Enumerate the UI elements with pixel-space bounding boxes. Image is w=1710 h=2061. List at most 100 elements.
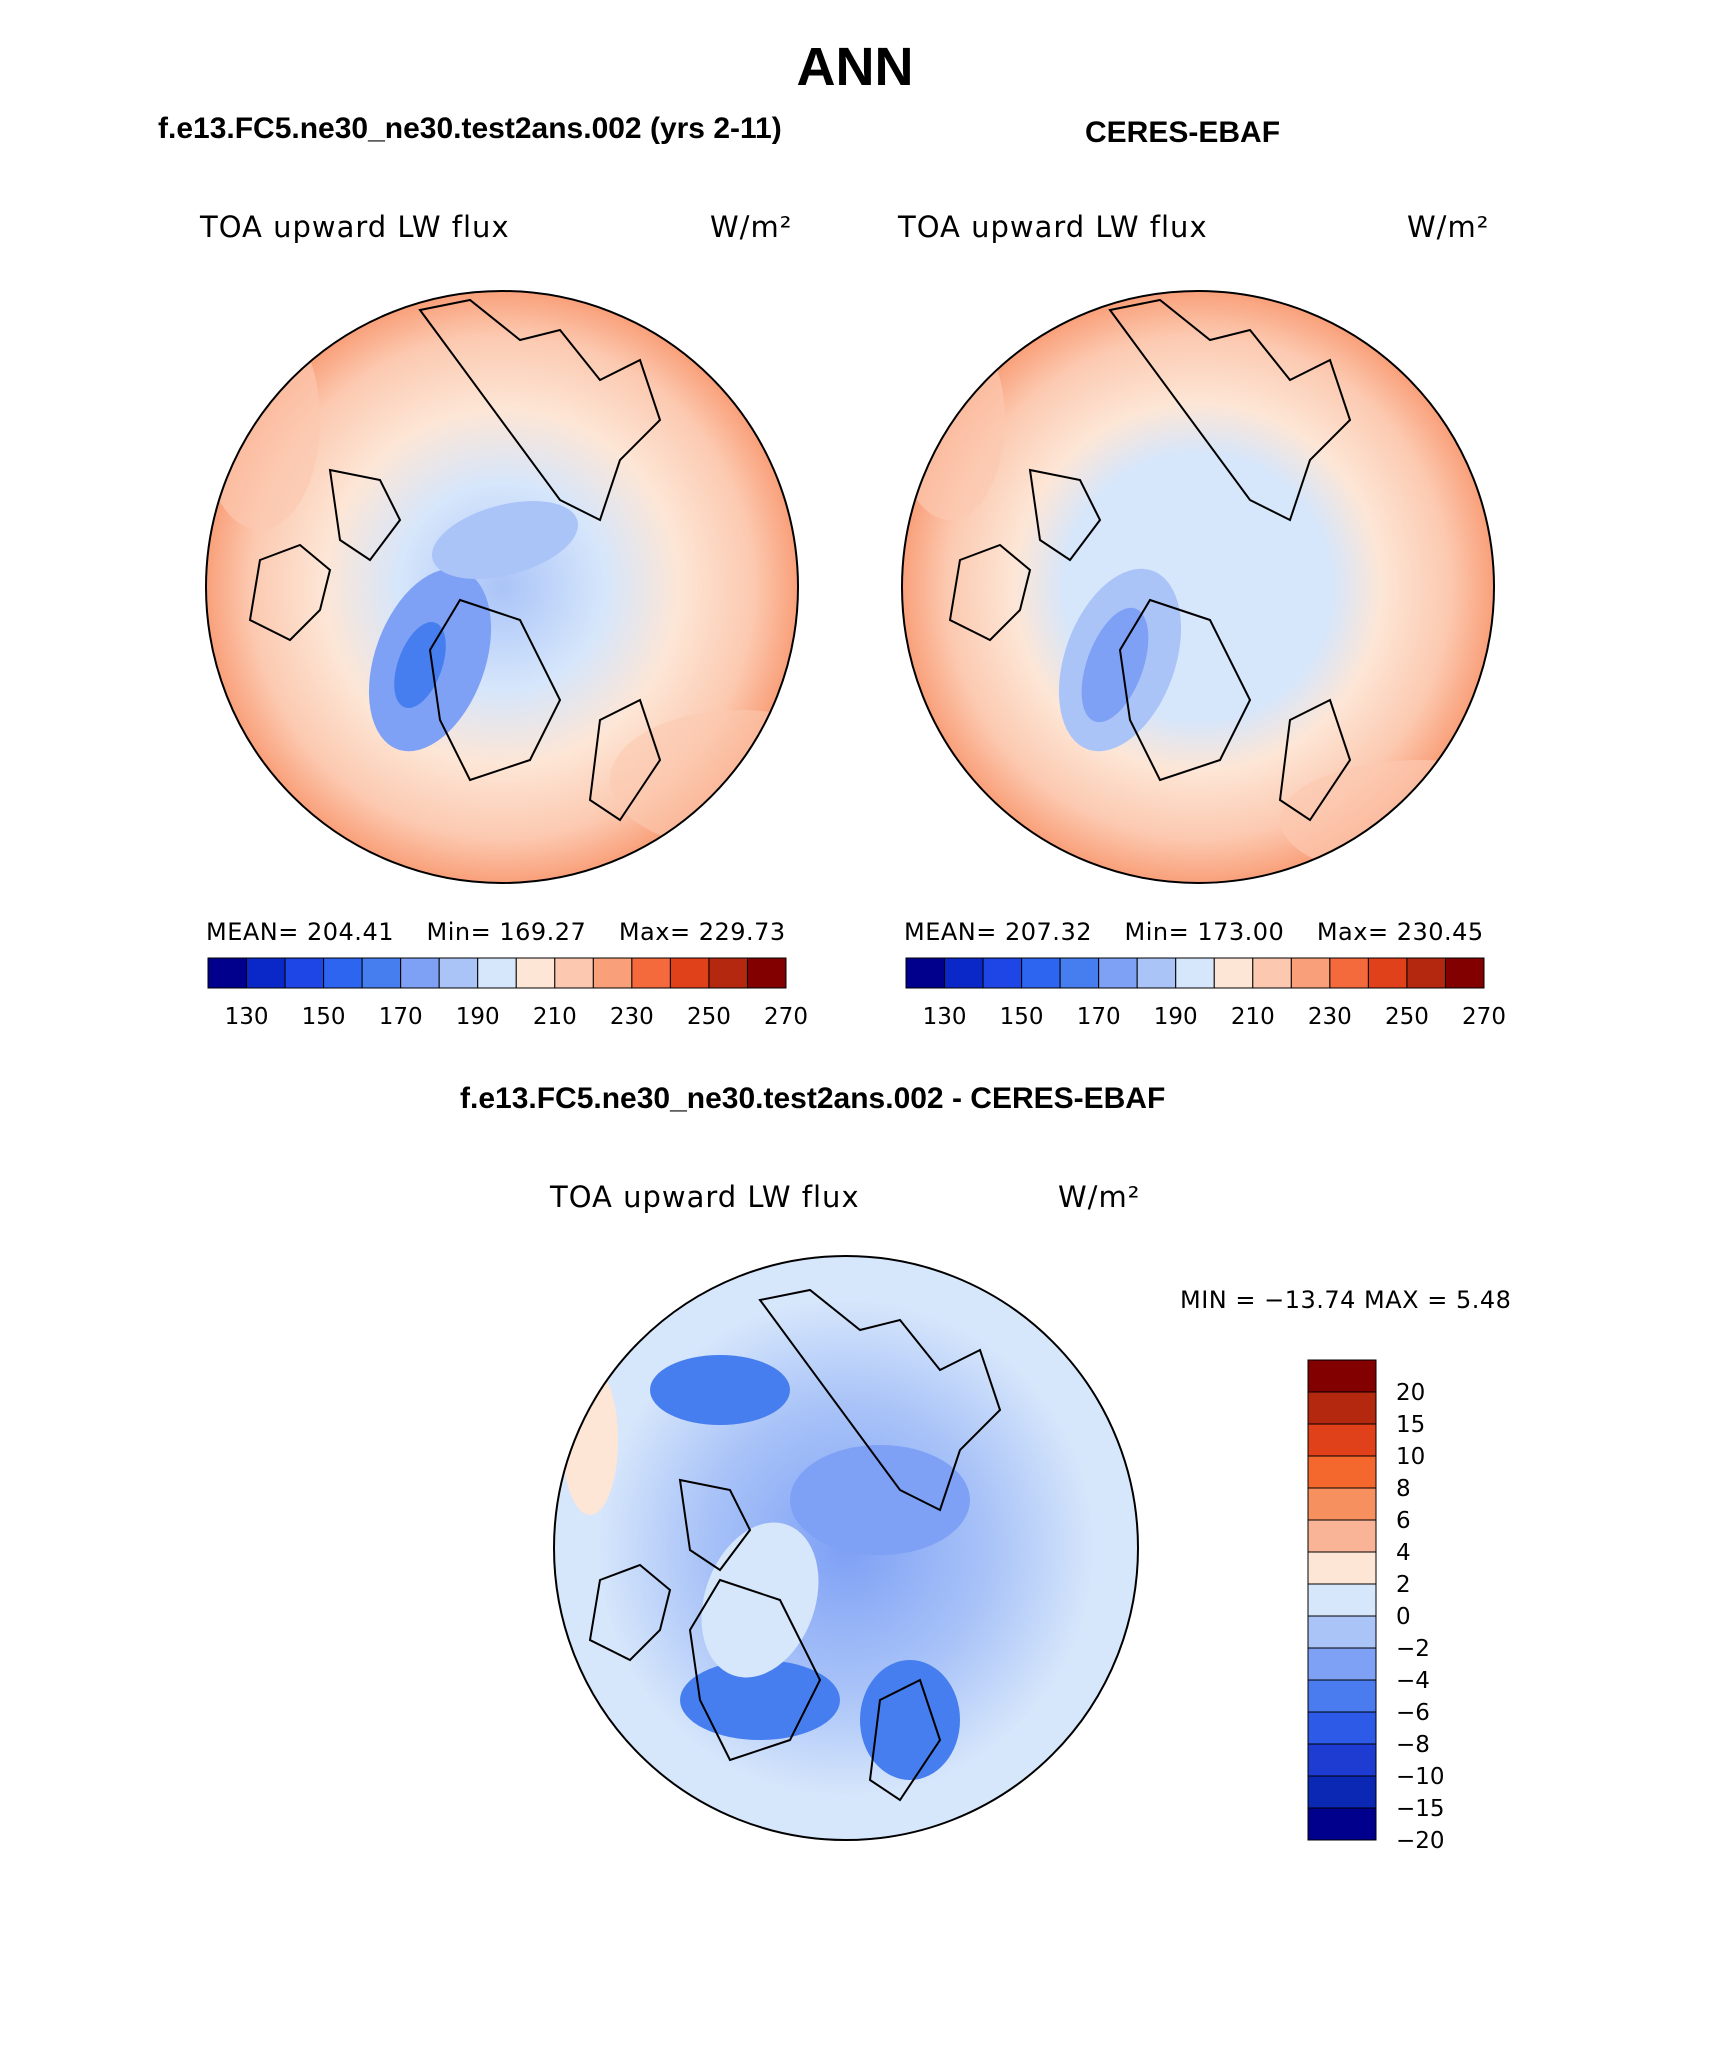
- diff-colorbar-tick-1: 15: [1396, 1412, 1425, 1438]
- model-colorbar-tick-3: 190: [456, 1004, 500, 1030]
- model-atlantic-warm: [610, 710, 798, 850]
- model-coastlines: [248, 298, 662, 822]
- model-colorbar-tick-7: 270: [764, 1004, 808, 1030]
- model-map-border: [205, 290, 799, 884]
- model-arctic-low: [431, 501, 579, 579]
- obs-case-title: CERES-EBAF: [1085, 116, 1281, 149]
- diff-colorbar-tick-10: −6: [1396, 1700, 1430, 1726]
- diff-colorbar-tick-3: 8: [1396, 1476, 1411, 1502]
- model-stats: MEAN= 204.41 Min= 169.27 Max= 229.73: [206, 918, 786, 946]
- obs-colorbar-box-6: [1136, 957, 1177, 989]
- obs-atlantic-warm: [1280, 760, 1494, 880]
- obs-colorbar-tick-3: 190: [1154, 1004, 1198, 1030]
- obs-colorbar-tick-5: 230: [1308, 1004, 1352, 1030]
- diff-colorbar-tick-13: −15: [1396, 1796, 1445, 1822]
- model-colorbar-tick-0: 130: [225, 1004, 269, 1030]
- diff-east-warm: [562, 1365, 618, 1515]
- model-colorbar-box-6: [438, 957, 479, 989]
- obs-colorbar-tick-6: 250: [1385, 1004, 1429, 1030]
- diff-variable-label: TOA upward LW flux: [550, 1180, 860, 1214]
- diff-colorbar-tick-6: 2: [1396, 1572, 1411, 1598]
- diff-colorbar-box-9: [1307, 1647, 1377, 1681]
- model-colorbar-box-13: [708, 957, 748, 989]
- diff-colorbar-tick-7: 0: [1396, 1604, 1411, 1630]
- obs-coastlines: [948, 298, 1352, 822]
- diff-colorbar-box-0: [1307, 1359, 1377, 1393]
- model-colorbar-box-2: [284, 957, 325, 989]
- diff-colorbar-tick-0: 20: [1396, 1380, 1425, 1406]
- diff-colorbar-box-11: [1307, 1711, 1377, 1745]
- model-colorbar-box-8: [515, 957, 556, 989]
- diff-colorbar-tick-2: 10: [1396, 1444, 1425, 1470]
- diff-colorbar-box-12: [1307, 1743, 1377, 1777]
- diff-greenland: [701, 1522, 819, 1678]
- diff-colorbar-box-8: [1307, 1615, 1377, 1649]
- obs-colorbar-box-12: [1367, 957, 1408, 989]
- diff-units-label: W/m²: [1058, 1180, 1141, 1214]
- obs-stats: MEAN= 207.32 Min= 173.00 Max= 230.45: [904, 918, 1484, 946]
- diff-colorbar-box-13: [1307, 1775, 1377, 1809]
- obs-colorbar-box-3: [1021, 957, 1061, 989]
- obs-map: [901, 290, 1495, 884]
- obs-units-label: W/m²: [1407, 210, 1490, 244]
- model-colorbar-box-1: [246, 957, 286, 989]
- diff-colorbar-box-3: [1307, 1455, 1377, 1489]
- diff-colorbar-tick-11: −8: [1396, 1732, 1430, 1758]
- model-colorbar-box-11: [631, 957, 671, 989]
- diff-coastlines: [588, 1288, 1002, 1802]
- diff-colorbar-box-5: [1307, 1519, 1377, 1553]
- obs-greenland-core: [1081, 607, 1149, 723]
- model-colorbar-tick-6: 250: [687, 1004, 731, 1030]
- diff-siberia-low: [650, 1355, 790, 1425]
- diff-colorbar-box-7: [1307, 1583, 1377, 1617]
- model-colorbar-box-3: [323, 957, 363, 989]
- diff-colorbar-tick-5: 4: [1396, 1540, 1411, 1566]
- model-colorbar-box-12: [669, 957, 710, 989]
- model-colorbar-box-14: [746, 957, 787, 989]
- model-colorbar-box-5: [400, 957, 440, 989]
- obs-colorbar-tick-1: 150: [1000, 1004, 1044, 1030]
- obs-colorbar-box-4: [1059, 957, 1100, 989]
- obs-colorbar-tick-2: 170: [1077, 1004, 1121, 1030]
- diff-map: [553, 1255, 1139, 1841]
- diff-colorbar-box-6: [1307, 1551, 1377, 1585]
- obs-colorbar: 130 150 170 190 210 230 250 270: [905, 957, 1506, 1030]
- obs-colorbar-tick-4: 210: [1231, 1004, 1275, 1030]
- obs-colorbar-box-5: [1098, 957, 1138, 989]
- diff-colorbar-tick-12: −10: [1396, 1764, 1445, 1790]
- model-colorbar-tick-5: 230: [610, 1004, 654, 1030]
- diff-colorbar-box-4: [1307, 1487, 1377, 1521]
- obs-colorbar-box-8: [1213, 957, 1254, 989]
- obs-map-border: [901, 290, 1495, 884]
- obs-colorbar-box-10: [1290, 957, 1331, 989]
- obs-siberia-warm: [902, 320, 1005, 520]
- model-colorbar-tick-2: 170: [379, 1004, 423, 1030]
- obs-colorbar-box-1: [944, 957, 984, 989]
- obs-colorbar-box-0: [905, 957, 946, 989]
- model-colorbar-box-9: [554, 957, 594, 989]
- obs-colorbar-tick-7: 270: [1462, 1004, 1506, 1030]
- obs-colorbar-box-13: [1406, 957, 1446, 989]
- model-colorbar: 130 150 170 190 210 230 250 270: [207, 957, 808, 1030]
- model-colorbar-box-10: [592, 957, 633, 989]
- model-units-label: W/m²: [710, 210, 793, 244]
- model-variable-label: TOA upward LW flux: [200, 210, 510, 244]
- obs-colorbar-tick-0: 130: [923, 1004, 967, 1030]
- obs-variable-label: TOA upward LW flux: [898, 210, 1208, 244]
- obs-colorbar-box-11: [1329, 957, 1369, 989]
- diff-case-title: f.e13.FC5.ne30_ne30.test2ans.002 - CERES…: [460, 1082, 1166, 1115]
- model-case-title: f.e13.FC5.ne30_ne30.test2ans.002 (yrs 2-…: [158, 112, 782, 145]
- diff-arctic-low: [790, 1445, 970, 1555]
- model-colorbar-box-4: [361, 957, 402, 989]
- diff-colorbar-tick-4: 6: [1396, 1508, 1411, 1534]
- model-colorbar-tick-4: 210: [533, 1004, 577, 1030]
- model-colorbar-box-0: [207, 957, 248, 989]
- diff-colorbar-box-1: [1307, 1391, 1377, 1425]
- diff-colorbar-box-2: [1307, 1423, 1377, 1457]
- model-siberia-warm: [206, 310, 320, 530]
- obs-colorbar-box-9: [1252, 957, 1292, 989]
- model-colorbar-box-7: [477, 957, 517, 989]
- diff-stats: MIN = −13.74 MAX = 5.48: [1180, 1286, 1512, 1314]
